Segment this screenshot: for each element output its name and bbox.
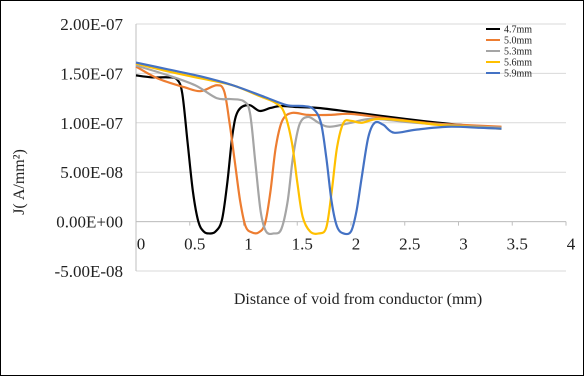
x-tick-label: 0 — [137, 235, 146, 254]
y-tick-label: 0.00E+00 — [56, 213, 123, 232]
x-tick-label: 3 — [459, 235, 468, 254]
y-tick-label: 1.50E-07 — [60, 64, 123, 83]
legend-label: 5.9mm — [504, 69, 532, 80]
x-tick-label: 1 — [244, 235, 253, 254]
legend-label: 5.6mm — [504, 58, 532, 69]
y-tick-label: 1.00E-07 — [60, 114, 123, 133]
legend-label: 5.0mm — [504, 36, 532, 47]
y-tick-label: 2.00E-07 — [60, 15, 123, 34]
series-line-5 — [135, 61, 502, 236]
y-tick-label: 5.00E-08 — [60, 163, 123, 182]
x-tick-label: 2.5 — [399, 235, 420, 254]
series-line-2 — [135, 65, 502, 235]
x-tick-label: 4 — [567, 235, 576, 254]
tick-labels: 2.00E-07 1.50E-07 1.00E-07 5.00E-08 0.00E+00… — [55, 15, 576, 281]
series-line-1 — [135, 74, 502, 235]
series-line-3 — [135, 64, 502, 236]
x-tick-label: 0.5 — [184, 235, 205, 254]
legend-label: 5.3mm — [504, 47, 532, 58]
x-tick-label: 1.5 — [292, 235, 313, 254]
x-tick-label: 3.5 — [507, 235, 528, 254]
x-tick-label: 2 — [352, 235, 361, 254]
legend-label: 4.7mm — [504, 25, 532, 36]
x-axis-title: Distance of void from conductor (mm) — [234, 291, 482, 308]
y-tick-label: -5.00E-08 — [55, 262, 123, 281]
y-axis-title: J( A/mm²) — [11, 149, 28, 215]
axes — [135, 24, 567, 271]
series-lines — [135, 61, 502, 236]
